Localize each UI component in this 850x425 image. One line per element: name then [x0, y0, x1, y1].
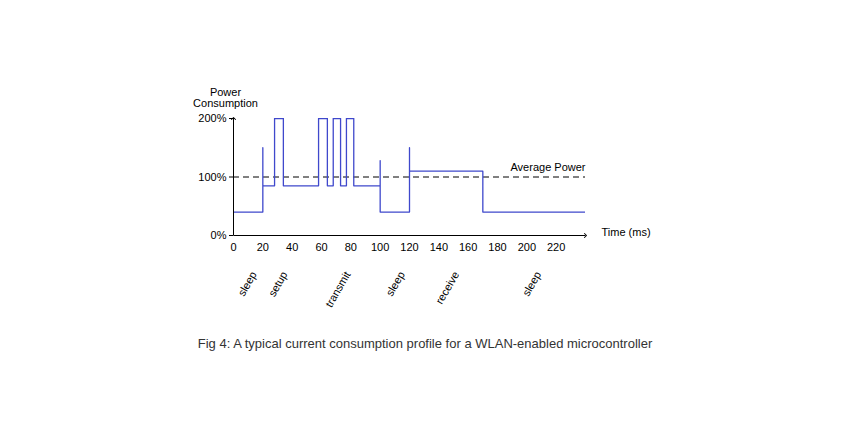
svg-text:20: 20	[257, 241, 269, 253]
svg-text:200: 200	[518, 241, 536, 253]
svg-text:180: 180	[488, 241, 506, 253]
svg-text:PowerConsumption: PowerConsumption	[193, 86, 258, 109]
svg-text:40: 40	[286, 241, 298, 253]
svg-text:80: 80	[345, 241, 357, 253]
svg-text:100: 100	[371, 241, 389, 253]
svg-text:0: 0	[230, 241, 236, 253]
svg-text:140: 140	[430, 241, 448, 253]
svg-text:60: 60	[315, 241, 327, 253]
svg-text:transmit: transmit	[323, 269, 353, 309]
svg-text:receive: receive	[433, 269, 461, 306]
svg-text:sleep: sleep	[383, 269, 407, 298]
svg-text:Average Power: Average Power	[510, 161, 585, 173]
svg-text:Time (ms): Time (ms)	[602, 226, 651, 238]
svg-text:200%: 200%	[198, 112, 226, 124]
svg-text:100%: 100%	[198, 171, 226, 183]
svg-text:sleep: sleep	[235, 269, 259, 298]
svg-text:160: 160	[459, 241, 477, 253]
svg-text:220: 220	[547, 241, 565, 253]
svg-text:sleep: sleep	[520, 269, 544, 298]
svg-text:120: 120	[400, 241, 418, 253]
svg-text:setup: setup	[266, 269, 290, 298]
svg-text:0%: 0%	[211, 229, 227, 241]
html-text:Fig 4: A typical current consu: Fig 4: A typical current consumption pro…	[197, 336, 653, 351]
